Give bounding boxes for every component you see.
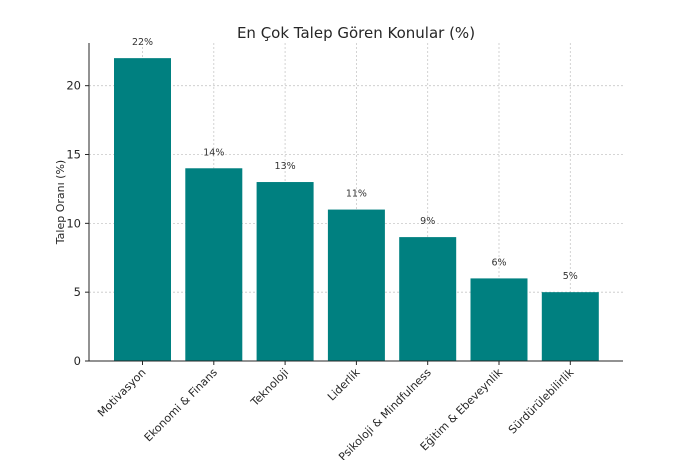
bar (185, 168, 243, 361)
bar (399, 237, 457, 361)
bar (541, 292, 599, 361)
y-ticks: 0 5 10 15 20 (66, 79, 89, 368)
x-tick-label: Motivasyon (95, 366, 149, 420)
y-axis-label: Talep Oranı (%) (54, 160, 67, 245)
data-label: 9% (420, 216, 435, 227)
data-label: 5% (563, 271, 578, 282)
data-label: 13% (275, 161, 296, 172)
data-label: 6% (491, 257, 506, 268)
data-label: 14% (203, 147, 224, 158)
x-tick-label: Ekonomi & Finans (142, 366, 220, 444)
y-tick-label: 15 (66, 148, 81, 162)
x-tick-label: Sürdürülebilirlik (506, 365, 577, 436)
chart-title: En Çok Talep Gören Konular (%) (237, 24, 475, 42)
y-tick-label: 0 (74, 354, 81, 368)
bar (114, 58, 171, 362)
data-label: 22% (132, 37, 153, 48)
bar (327, 209, 385, 361)
y-tick-label: 10 (66, 216, 81, 230)
x-tick-label: Liderlik (325, 365, 363, 403)
data-label: 11% (346, 189, 367, 200)
y-tick-label: 5 (74, 285, 81, 299)
bars (114, 58, 599, 362)
y-tick-label: 20 (66, 79, 81, 93)
x-tick-label: Eğitim & Ebeveynlik (418, 365, 506, 453)
data-labels: 22% 14% 13% 11% 9% 6% 5% (132, 37, 578, 282)
bar (470, 278, 528, 361)
x-tick-label: Teknoloji (248, 366, 292, 410)
bar (256, 182, 314, 361)
